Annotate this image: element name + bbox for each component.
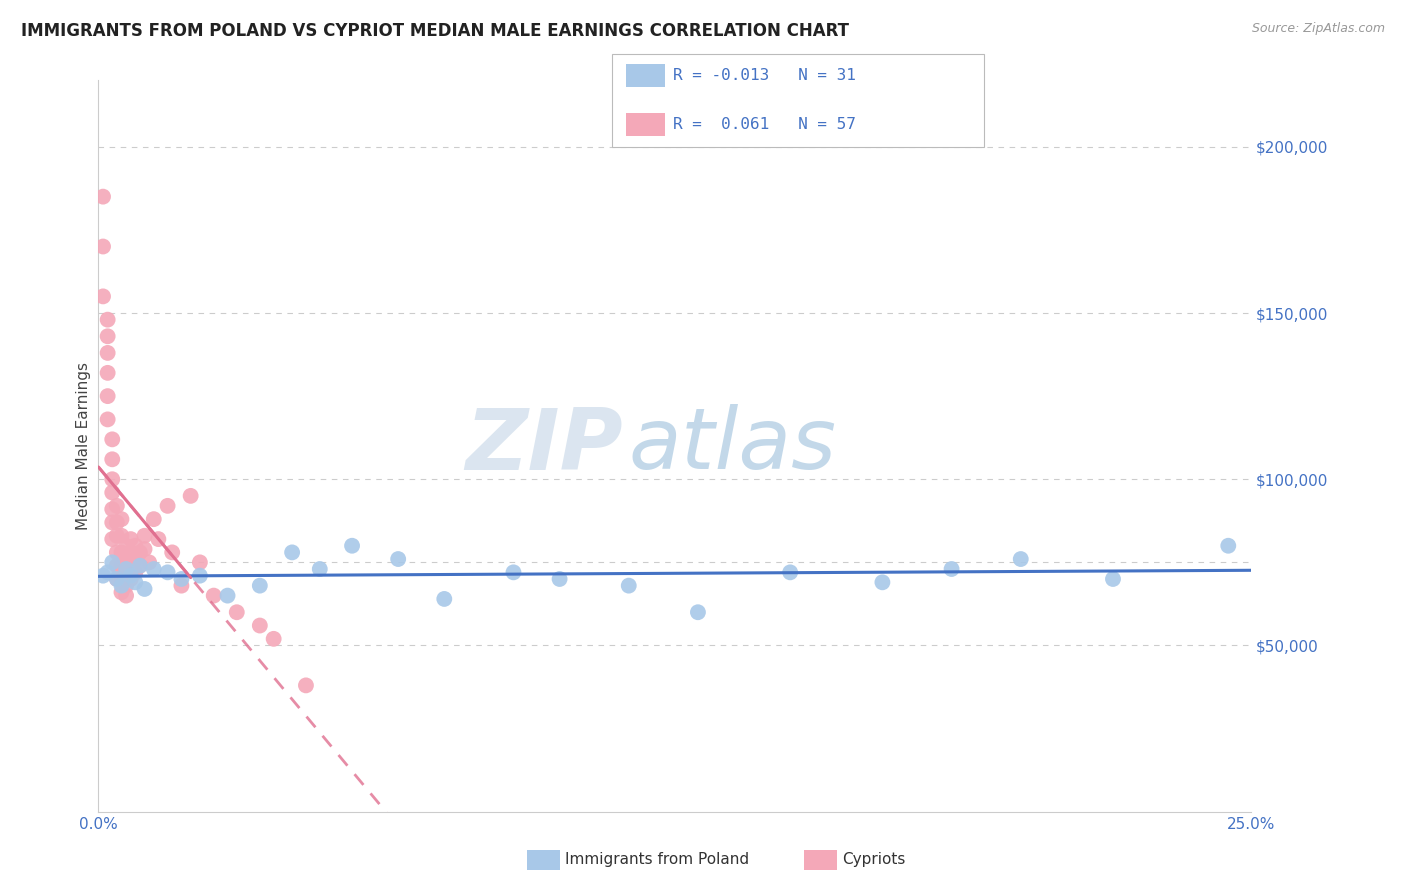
Point — [202, 589, 225, 603]
Point — [1218, 539, 1240, 553]
Point — [779, 566, 801, 580]
Text: Immigrants from Poland: Immigrants from Poland — [565, 853, 749, 867]
Point — [308, 562, 330, 576]
Point — [129, 545, 152, 559]
Point — [110, 585, 132, 599]
Point — [115, 552, 138, 566]
Point — [129, 558, 152, 573]
Point — [120, 568, 142, 582]
Point — [686, 605, 709, 619]
Point — [101, 555, 124, 569]
Point — [101, 472, 124, 486]
Point — [281, 545, 304, 559]
Point — [340, 539, 363, 553]
Point — [101, 516, 124, 530]
Point — [156, 566, 179, 580]
Point — [115, 589, 138, 603]
Point — [105, 545, 128, 559]
Point — [101, 532, 124, 546]
Point — [124, 539, 146, 553]
Point — [225, 605, 247, 619]
Point — [148, 532, 170, 546]
Point — [97, 329, 120, 343]
Text: Cypriots: Cypriots — [842, 853, 905, 867]
Point — [105, 516, 128, 530]
Point — [170, 579, 193, 593]
Point — [110, 558, 132, 573]
Point — [124, 575, 146, 590]
Point — [105, 572, 128, 586]
Point — [129, 558, 152, 573]
Point — [502, 566, 524, 580]
Point — [97, 312, 120, 326]
Point — [97, 412, 120, 426]
Point — [110, 529, 132, 543]
Text: atlas: atlas — [628, 404, 837, 488]
Point — [101, 485, 124, 500]
Point — [617, 579, 640, 593]
Point — [115, 566, 138, 580]
Point — [97, 366, 120, 380]
Point — [180, 489, 202, 503]
Point — [1102, 572, 1125, 586]
Point — [134, 582, 156, 596]
Point — [110, 512, 132, 526]
Point — [115, 579, 138, 593]
Point — [115, 539, 138, 553]
Point — [188, 555, 211, 569]
Point — [91, 568, 114, 582]
Point — [97, 389, 120, 403]
Point — [110, 572, 132, 586]
Point — [134, 529, 156, 543]
Text: IMMIGRANTS FROM POLAND VS CYPRIOT MEDIAN MALE EARNINGS CORRELATION CHART: IMMIGRANTS FROM POLAND VS CYPRIOT MEDIAN… — [21, 22, 849, 40]
Point — [101, 433, 124, 447]
Text: R = -0.013   N = 31: R = -0.013 N = 31 — [673, 69, 856, 83]
Point — [160, 545, 183, 559]
Point — [217, 589, 239, 603]
Point — [97, 346, 120, 360]
Point — [872, 575, 894, 590]
Point — [387, 552, 409, 566]
Point — [295, 678, 318, 692]
Point — [1010, 552, 1032, 566]
Point — [97, 566, 120, 580]
Point — [110, 579, 132, 593]
Point — [101, 452, 124, 467]
Point — [170, 572, 193, 586]
Point — [105, 572, 128, 586]
Point — [941, 562, 963, 576]
Point — [110, 545, 132, 559]
Point — [134, 542, 156, 557]
Point — [188, 568, 211, 582]
Point — [249, 618, 271, 632]
Point — [142, 512, 165, 526]
Point — [124, 566, 146, 580]
Point — [249, 579, 271, 593]
Point — [263, 632, 285, 646]
Point — [105, 529, 128, 543]
Point — [120, 545, 142, 559]
Text: Source: ZipAtlas.com: Source: ZipAtlas.com — [1251, 22, 1385, 36]
Point — [138, 555, 160, 569]
Point — [115, 562, 138, 576]
Point — [156, 499, 179, 513]
Point — [548, 572, 571, 586]
Point — [124, 552, 146, 566]
Y-axis label: Median Male Earnings: Median Male Earnings — [76, 362, 91, 530]
Point — [105, 558, 128, 573]
Point — [91, 239, 114, 253]
Text: R =  0.061   N = 57: R = 0.061 N = 57 — [673, 118, 856, 132]
Text: ZIP: ZIP — [465, 404, 623, 488]
Point — [105, 499, 128, 513]
Point — [120, 558, 142, 573]
Point — [120, 572, 142, 586]
Point — [142, 562, 165, 576]
Point — [101, 502, 124, 516]
Point — [91, 189, 114, 203]
Point — [91, 289, 114, 303]
Point — [120, 532, 142, 546]
Point — [433, 591, 456, 606]
